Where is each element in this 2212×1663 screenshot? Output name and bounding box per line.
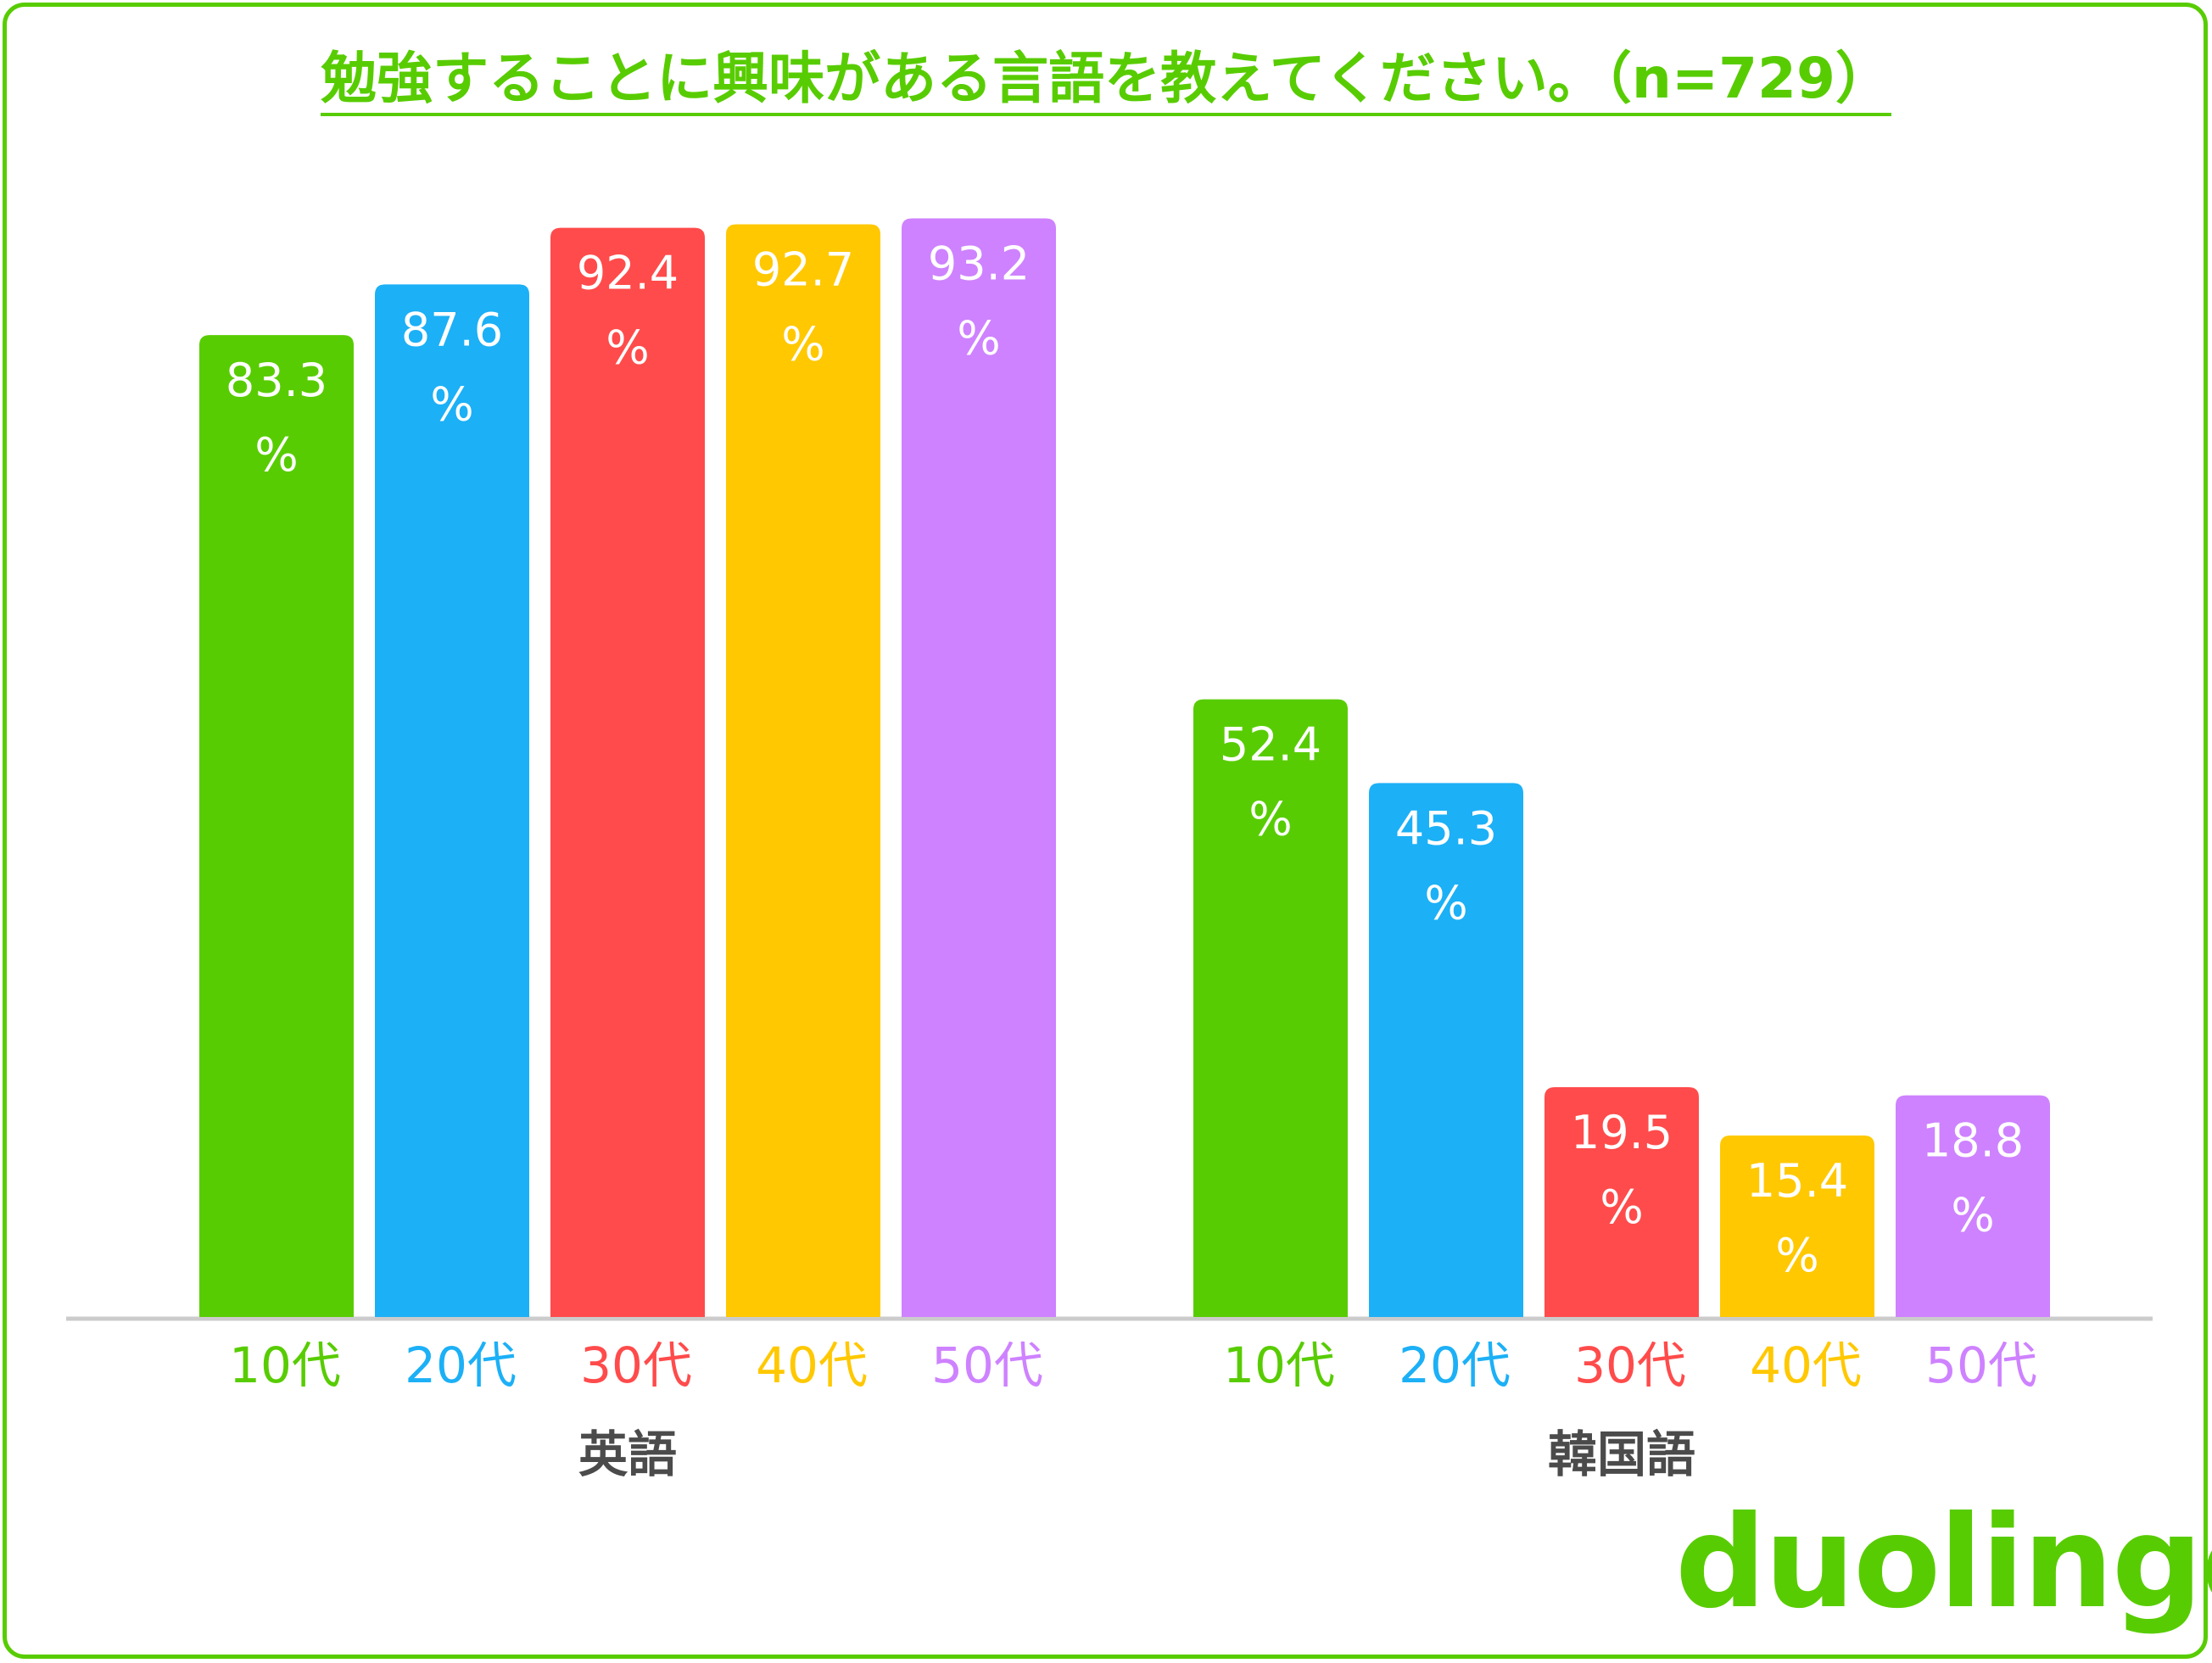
x-tick-label: 30代 — [580, 1337, 692, 1394]
x-tick-label: 50代 — [931, 1337, 1043, 1394]
bar-value-label: 93.2 — [928, 237, 1030, 291]
bar-value-label: 52.4 — [1220, 718, 1321, 772]
bar-英語-10代 — [199, 335, 354, 1317]
bar-英語-30代 — [550, 227, 705, 1317]
bar-韓国語-10代 — [1193, 699, 1348, 1317]
x-tick-label: 30代 — [1574, 1337, 1686, 1394]
bar-unit-label: % — [957, 312, 1000, 366]
bar-韓国語-50代 — [1896, 1095, 2050, 1317]
x-tick-label: 10代 — [1223, 1337, 1335, 1394]
bar-英語-20代 — [375, 284, 529, 1317]
bar-unit-label: % — [430, 377, 473, 431]
x-tick-label: 40代 — [1750, 1337, 1862, 1394]
bar-value-label: 87.6 — [401, 303, 503, 356]
chart-frame — [3, 3, 2208, 1659]
x-tick-label: 20代 — [405, 1337, 517, 1394]
bar-unit-label: % — [1248, 793, 1292, 846]
chart-title-text: 勉強することに興味がある言語を教えてください。（n=729） — [321, 46, 1891, 116]
bar-unit-label: % — [781, 317, 824, 371]
bar-value-label: 92.4 — [577, 247, 679, 300]
bar-英語-40代 — [726, 224, 880, 1318]
bar-value-label: 92.7 — [752, 243, 854, 296]
x-tick-label: 10代 — [229, 1337, 341, 1394]
bar-value-label: 19.5 — [1571, 1106, 1673, 1159]
bar-unit-label: % — [1775, 1229, 1818, 1282]
bar-unit-label: % — [1951, 1189, 1994, 1242]
bar-韓国語-30代 — [1544, 1086, 1699, 1317]
bar-value-label: 15.4 — [1746, 1154, 1848, 1208]
bar-韓国語-40代 — [1720, 1135, 1874, 1317]
x-tick-label: 20代 — [1399, 1337, 1511, 1394]
bar-unit-label: % — [254, 428, 298, 482]
bar-unit-label: % — [1424, 876, 1467, 929]
category-label: 英語 — [578, 1426, 677, 1483]
bar-value-label: 18.8 — [1922, 1114, 2024, 1168]
x-tick-label: 40代 — [756, 1337, 868, 1394]
bar-unit-label: % — [606, 321, 649, 375]
bar-unit-label: % — [1600, 1180, 1643, 1234]
duolingo-logo: duolingo — [1675, 1489, 2212, 1637]
x-tick-label: 50代 — [1925, 1337, 2037, 1394]
bar-value-label: 83.3 — [226, 354, 327, 407]
category-label: 韓国語 — [1548, 1426, 1695, 1483]
bar-value-label: 45.3 — [1395, 801, 1497, 855]
bar-韓国語-20代 — [1369, 783, 1523, 1317]
chart-title: 勉強することに興味がある言語を教えてください。（n=729） — [0, 44, 2212, 116]
bar-英語-50代 — [902, 218, 1056, 1317]
